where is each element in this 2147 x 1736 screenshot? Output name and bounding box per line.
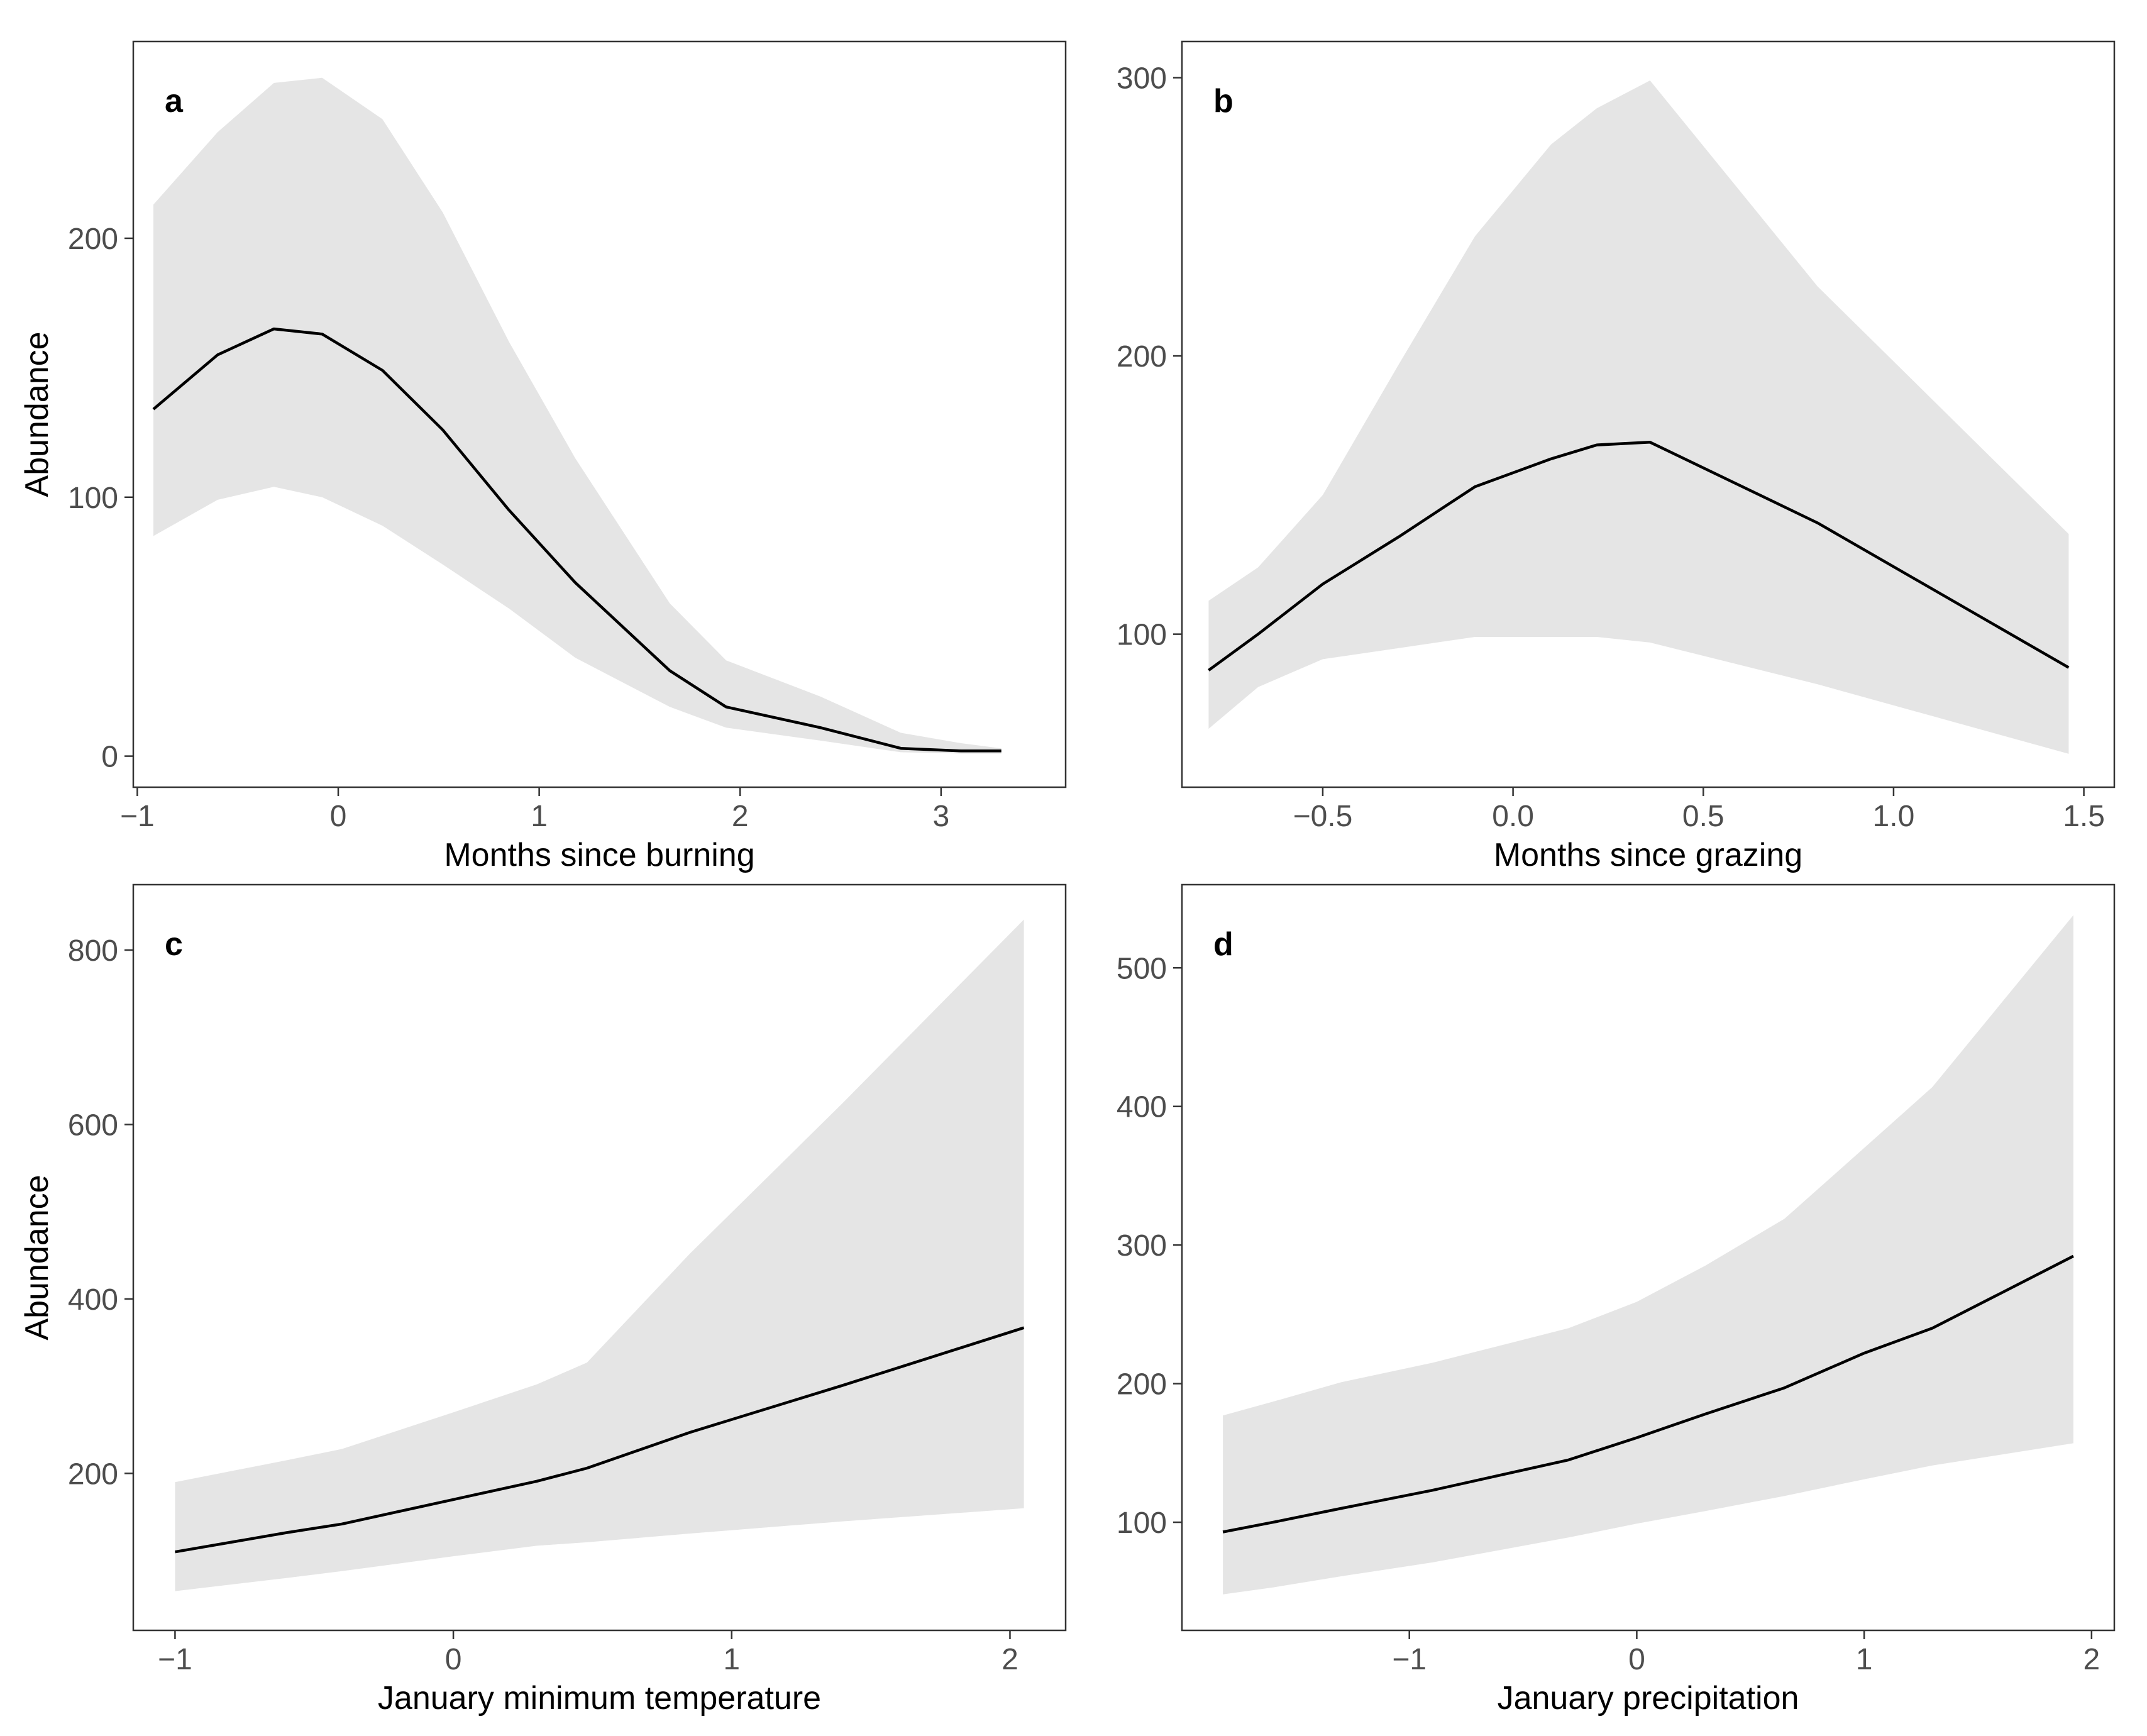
- panel-border: [1181, 40, 2116, 788]
- panel-d: −1 0 1 2 100 200 300 400 500 January precipitatio…: [1117, 883, 2116, 1717]
- x-tick-label: 2: [2083, 1643, 2100, 1676]
- panel-border: [132, 40, 1067, 788]
- y-tick-label: 600: [68, 1108, 118, 1142]
- x-axis-title: January minimum temperature: [378, 1680, 821, 1717]
- y-tick-label: 200: [1117, 340, 1167, 373]
- panel-border: [1181, 883, 2116, 1632]
- y-tick-label: 100: [1117, 619, 1167, 652]
- panel-c: −1 0 1 2 200 400 600 800 January minimum tempera…: [19, 883, 1067, 1717]
- fitted-line: [152, 327, 1002, 753]
- x-axis-title: Months since grazing: [1494, 837, 1802, 873]
- y-tick-label: 100: [68, 482, 118, 515]
- confidence-ribbon: [175, 919, 1024, 1591]
- y-tick-label: 400: [68, 1283, 118, 1317]
- y-tick-label: 100: [1117, 1507, 1167, 1540]
- y-tick-label: 300: [1117, 62, 1167, 96]
- x-tick-label: −1: [120, 800, 155, 833]
- y-tick-label: 500: [1117, 952, 1167, 985]
- y-tick-label: 300: [1117, 1229, 1167, 1263]
- x-tick-label: 2: [1002, 1643, 1018, 1676]
- x-tick-label: 0.0: [1492, 800, 1534, 833]
- panel-label: d: [1213, 926, 1234, 963]
- x-tick-label: 0: [1628, 1643, 1645, 1676]
- y-tick-label: 800: [68, 934, 118, 968]
- panel-label: a: [165, 83, 184, 119]
- confidence-ribbon: [1208, 80, 2069, 754]
- x-tick-label: −1: [1392, 1643, 1427, 1676]
- x-axis-title: Months since burning: [444, 837, 754, 873]
- y-tick-label: 400: [1117, 1091, 1167, 1124]
- y-tick-label: 200: [1117, 1368, 1167, 1402]
- y-tick-label: 0: [101, 741, 118, 774]
- x-tick-label: 1.0: [1873, 800, 1915, 833]
- x-tick-label: 3: [932, 800, 949, 833]
- y-axis-title: Abundance: [19, 1175, 55, 1340]
- x-tick-label: 1: [1856, 1643, 1873, 1676]
- confidence-ribbon: [1223, 915, 2073, 1595]
- x-tick-label: 0: [445, 1643, 462, 1676]
- x-tick-label: 1: [723, 1643, 740, 1676]
- x-tick-label: 0.5: [1682, 800, 1725, 833]
- y-tick-label: 200: [68, 223, 118, 256]
- y-axis-title: Abundance: [19, 331, 55, 497]
- panel-label: c: [165, 926, 183, 963]
- x-tick-label: 1: [531, 800, 548, 833]
- panel-border: [132, 883, 1067, 1632]
- fitted-line: [1222, 1254, 2074, 1534]
- panel-b: −0.5 0.0 0.5 1.0 1.5 100 200 300 Months since gr…: [1117, 40, 2116, 873]
- x-tick-label: 1.5: [2063, 800, 2105, 833]
- y-tick-label: 200: [68, 1457, 118, 1491]
- confidence-ribbon: [153, 77, 1002, 754]
- x-tick-label: −0.5: [1293, 800, 1353, 833]
- x-tick-label: 2: [732, 800, 749, 833]
- x-axis-title: January precipitation: [1498, 1680, 1799, 1717]
- x-tick-label: −1: [158, 1643, 192, 1676]
- fitted-line: [175, 1326, 1025, 1554]
- x-tick-label: 0: [330, 800, 347, 833]
- fitted-line: [1208, 441, 2070, 672]
- panel-label: b: [1213, 83, 1234, 119]
